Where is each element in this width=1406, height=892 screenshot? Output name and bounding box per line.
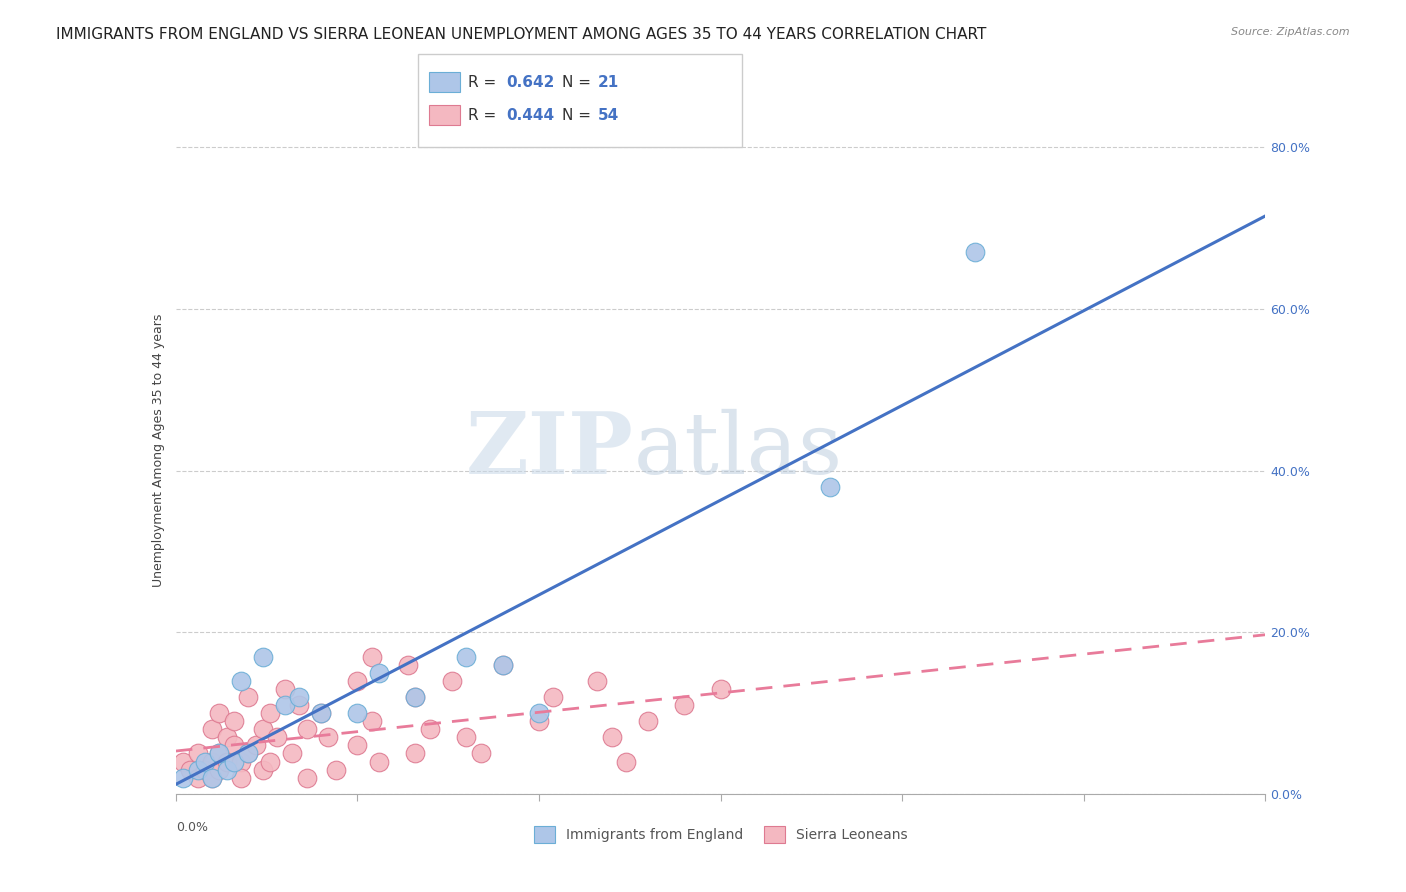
Point [208, 763, 231, 777]
Point [295, 723, 318, 737]
Point [295, 771, 318, 785]
Point [405, 690, 427, 704]
Text: N =: N = [562, 108, 596, 122]
Point [405, 747, 427, 761]
Point [266, 731, 288, 745]
Point [456, 649, 478, 664]
Point [346, 706, 368, 720]
Point [360, 649, 382, 664]
Point [238, 747, 260, 761]
Point [600, 731, 623, 745]
Point [274, 698, 297, 712]
Point [346, 739, 368, 753]
Point [179, 763, 201, 777]
Point [245, 739, 267, 753]
Point [368, 665, 391, 680]
Text: atlas: atlas [633, 409, 842, 492]
Point [527, 714, 550, 728]
Text: 21: 21 [598, 75, 619, 89]
Legend: Immigrants from England, Sierra Leoneans: Immigrants from England, Sierra Leoneans [529, 821, 912, 849]
Text: 0.0%: 0.0% [176, 822, 208, 834]
Point [419, 723, 441, 737]
Point [259, 755, 281, 769]
Text: 0.642: 0.642 [506, 75, 554, 89]
Point [186, 771, 209, 785]
Point [318, 731, 340, 745]
Point [405, 690, 427, 704]
Text: R =: R = [468, 108, 502, 122]
Point [201, 723, 224, 737]
Y-axis label: Unemployment Among Ages 35 to 44 years: Unemployment Among Ages 35 to 44 years [152, 314, 165, 587]
Point [818, 480, 841, 494]
Point [172, 771, 194, 785]
Point [208, 747, 231, 761]
Point [288, 698, 311, 712]
Point [259, 706, 281, 720]
Point [543, 690, 565, 704]
Point [172, 755, 194, 769]
Point [346, 673, 368, 688]
Point [215, 763, 238, 777]
Point [238, 747, 260, 761]
Text: IMMIGRANTS FROM ENGLAND VS SIERRA LEONEAN UNEMPLOYMENT AMONG AGES 35 TO 44 YEARS: IMMIGRANTS FROM ENGLAND VS SIERRA LEONEA… [56, 27, 987, 42]
Point [231, 673, 253, 688]
Text: ZIP: ZIP [465, 409, 633, 492]
Point [201, 771, 224, 785]
Point [238, 690, 260, 704]
Point [201, 771, 224, 785]
Point [440, 673, 463, 688]
Point [586, 673, 609, 688]
Text: 0.444: 0.444 [506, 108, 554, 122]
Point [710, 681, 733, 696]
Point [309, 706, 332, 720]
Point [456, 731, 478, 745]
Point [222, 755, 245, 769]
Point [396, 657, 419, 672]
Point [637, 714, 659, 728]
Text: N =: N = [562, 75, 596, 89]
Point [208, 706, 231, 720]
Point [470, 747, 492, 761]
Point [360, 714, 382, 728]
Text: R =: R = [468, 75, 502, 89]
Point [368, 755, 391, 769]
Point [222, 739, 245, 753]
Point [194, 755, 217, 769]
Point [309, 706, 332, 720]
Point [186, 747, 209, 761]
Point [281, 747, 304, 761]
Point [274, 681, 297, 696]
Point [215, 731, 238, 745]
Point [527, 706, 550, 720]
Point [201, 755, 224, 769]
Point [325, 763, 347, 777]
Point [222, 714, 245, 728]
Point [673, 698, 696, 712]
Point [252, 723, 274, 737]
Point [231, 755, 253, 769]
Point [208, 747, 231, 761]
Point [614, 755, 637, 769]
Point [252, 763, 274, 777]
Point [252, 649, 274, 664]
Point [963, 245, 986, 260]
Point [288, 690, 311, 704]
Point [492, 657, 515, 672]
Point [215, 755, 238, 769]
Point [194, 763, 217, 777]
Text: Source: ZipAtlas.com: Source: ZipAtlas.com [1232, 27, 1350, 37]
Point [186, 763, 209, 777]
Point [492, 657, 515, 672]
Text: 54: 54 [598, 108, 619, 122]
Point [231, 771, 253, 785]
